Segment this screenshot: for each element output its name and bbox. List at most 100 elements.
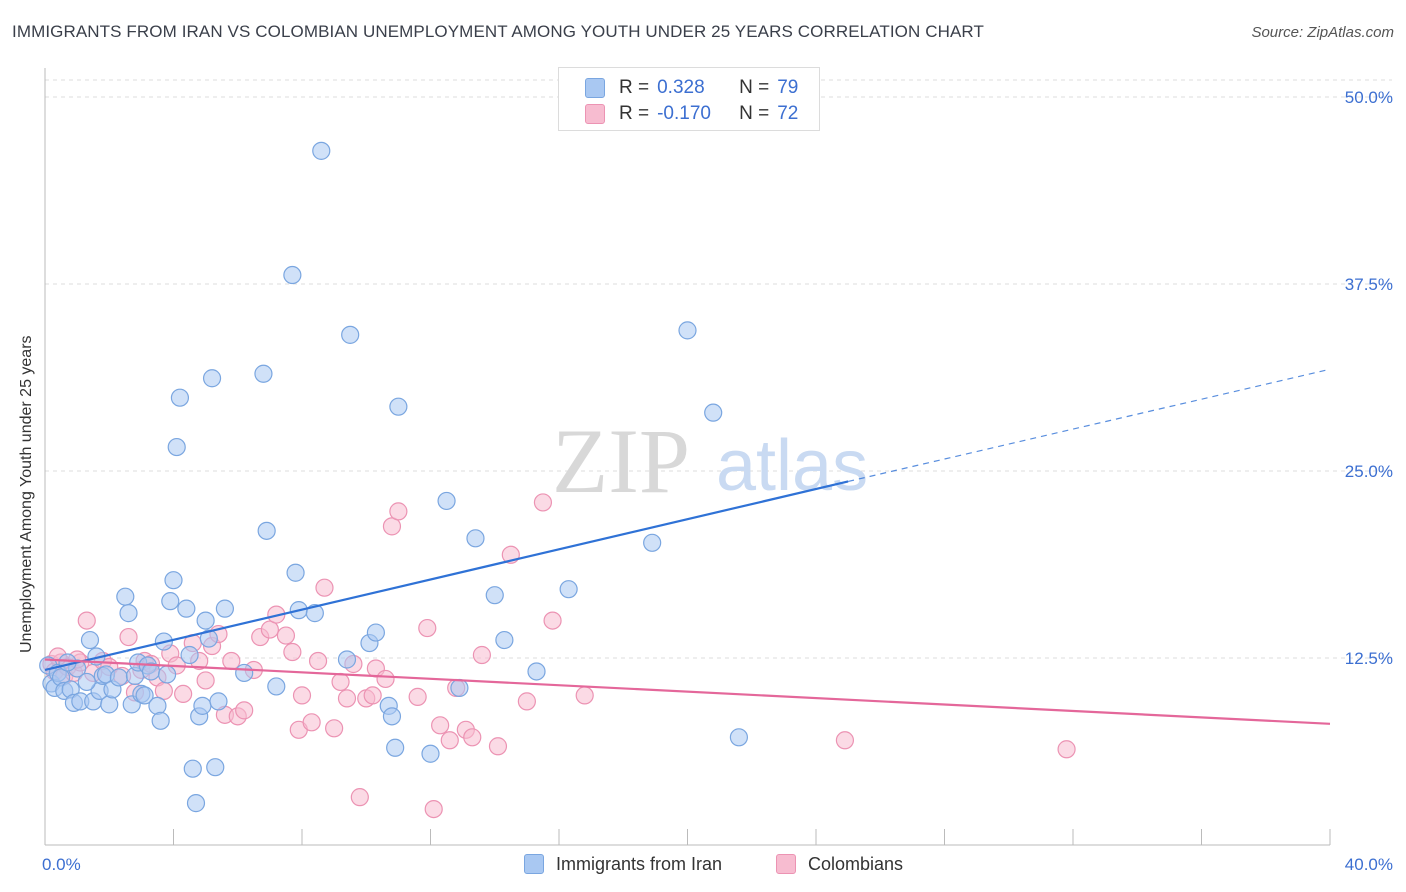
iran-point xyxy=(202,369,222,388)
colombians-point xyxy=(472,645,491,665)
bottom-legend-iran[interactable]: Immigrants from Iran xyxy=(524,852,722,876)
colombians-point xyxy=(382,517,402,536)
colombians-point xyxy=(488,737,508,756)
colombians-point xyxy=(196,671,215,690)
iran-point xyxy=(235,663,254,683)
iran-point xyxy=(109,668,128,687)
legend-r-value-colombia: -0.170 xyxy=(657,103,711,124)
iran-point xyxy=(305,604,324,623)
x-tick-label: 40.0% xyxy=(1345,855,1393,874)
iran-points xyxy=(39,141,749,813)
colombians-point xyxy=(331,672,350,692)
iran-point xyxy=(193,696,212,715)
colombians-point xyxy=(431,716,450,735)
legend-n-label: N = xyxy=(739,77,770,98)
colombians-point xyxy=(174,684,193,704)
trend-lines xyxy=(44,368,1331,725)
iran-point xyxy=(643,533,662,552)
iran-point xyxy=(161,592,180,611)
colombians-point xyxy=(463,728,482,747)
colombians-point xyxy=(418,618,437,638)
legend-r-value-iran: 0.328 xyxy=(657,77,705,98)
iran-point xyxy=(254,364,273,383)
iran-point xyxy=(386,738,405,757)
iran-trend-line xyxy=(44,480,849,672)
iran-point xyxy=(366,623,385,642)
legend-label-colombia: Colombians xyxy=(808,853,904,874)
correlation-legend: R = 0.328 N = 79 R = -0.170 N = 72 xyxy=(558,67,820,131)
iran-point xyxy=(527,662,546,681)
watermark-atlas: atlas xyxy=(716,426,868,506)
legend-r-label: R = xyxy=(619,103,650,124)
iran-point xyxy=(215,599,234,618)
tick-labels: 12.5% 25.0% 37.5% 50.0% 0.0% 40.0% xyxy=(42,88,1393,874)
colombians-point xyxy=(533,493,553,512)
iran-point xyxy=(678,321,697,340)
iran-point xyxy=(283,265,302,285)
legend-label-iran: Immigrants from Iran xyxy=(556,853,723,874)
legend-swatch-iran xyxy=(524,854,544,874)
colombians-point xyxy=(440,731,459,750)
iran-point xyxy=(382,707,402,726)
iran-point xyxy=(77,672,96,692)
y-tick-label: 37.5% xyxy=(1345,275,1393,294)
legend-swatch-colombia xyxy=(776,854,796,874)
iran-point xyxy=(337,650,357,669)
iran-point xyxy=(177,599,196,618)
iran-point xyxy=(116,587,135,606)
legend-row-iran: R = 0.328 N = 79 xyxy=(585,76,798,100)
colombians-point xyxy=(292,686,312,705)
iran-point xyxy=(183,759,202,778)
iran-point xyxy=(167,437,186,457)
colombians-point xyxy=(119,627,138,647)
colombians-point xyxy=(337,689,357,708)
iran-point xyxy=(186,794,206,813)
iran-point xyxy=(157,665,177,684)
iran-point xyxy=(495,630,514,650)
iran-point xyxy=(704,403,723,422)
colombians-point xyxy=(1057,740,1076,759)
iran-point xyxy=(267,677,286,696)
colombians-point xyxy=(302,713,321,732)
colombians-point xyxy=(308,651,328,671)
legend-r-label: R = xyxy=(619,77,650,98)
chart-title: IMMIGRANTS FROM IRAN VS COLOMBIAN UNEMPL… xyxy=(12,22,984,41)
x-tick-label: 0.0% xyxy=(42,855,81,874)
iran-point xyxy=(100,695,119,714)
iran-point xyxy=(286,563,305,582)
bottom-legend-colombia[interactable]: Colombians xyxy=(776,852,903,876)
source-credit: Source: ZipAtlas.com xyxy=(1251,24,1394,41)
y-tick-label: 12.5% xyxy=(1345,649,1393,668)
colombians-point xyxy=(363,686,382,705)
colombians-point xyxy=(276,626,296,645)
grid-lines xyxy=(45,79,1392,659)
watermark-zip: ZIP xyxy=(552,410,690,512)
iran-point xyxy=(257,521,276,540)
iran-point xyxy=(466,529,485,548)
legend-n-value-colombia: 72 xyxy=(777,103,799,124)
colombians-point xyxy=(408,687,427,706)
iran-point xyxy=(389,397,408,416)
legend-swatch-iran xyxy=(585,78,605,98)
iran-point xyxy=(341,325,360,344)
iran-trend-extension xyxy=(847,368,1331,483)
iran-point xyxy=(729,728,749,747)
colombians-point xyxy=(424,799,443,819)
legend-n-value-iran: 79 xyxy=(777,77,799,98)
iran-point xyxy=(485,586,504,605)
iran-point xyxy=(437,491,456,511)
axes xyxy=(44,68,1331,846)
colombians-point xyxy=(77,611,96,630)
iran-point xyxy=(151,711,170,730)
iran-point xyxy=(559,580,578,599)
colombians-point xyxy=(543,611,562,630)
iran-point xyxy=(196,611,215,630)
iran-point xyxy=(450,678,469,698)
colombians-point xyxy=(315,578,334,597)
iran-point xyxy=(209,692,228,711)
iran-point xyxy=(206,758,225,777)
colombians-point xyxy=(350,788,369,807)
colombians-point xyxy=(517,692,536,711)
legend-row-colombia: R = -0.170 N = 72 xyxy=(585,102,798,126)
